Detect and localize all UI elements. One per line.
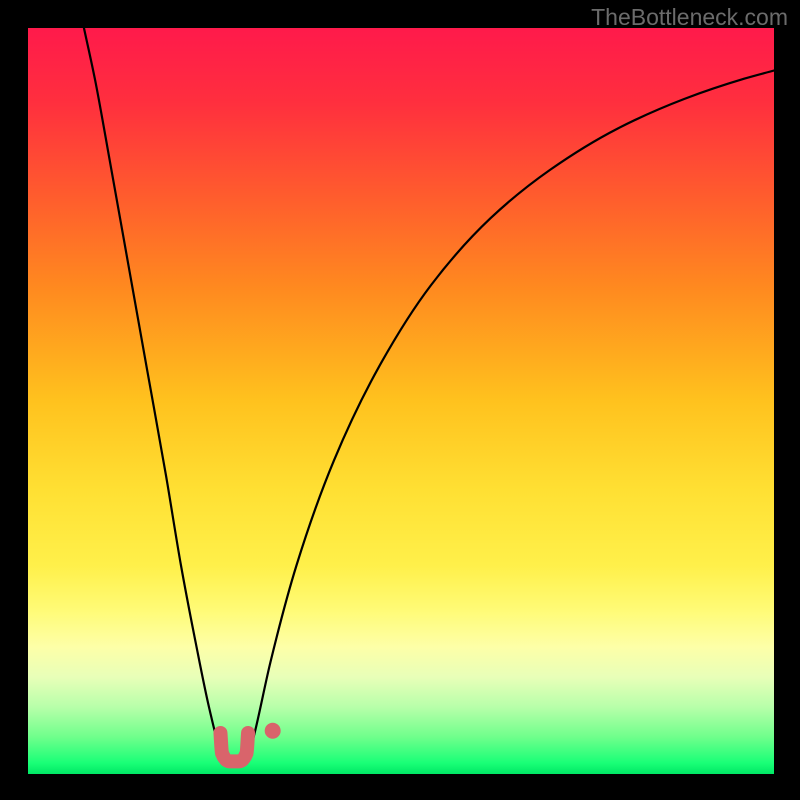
gradient-background <box>28 28 774 774</box>
plot-svg <box>28 28 774 774</box>
plot-frame <box>28 28 774 774</box>
bottom-marker-dot <box>265 723 281 739</box>
watermark-text: TheBottleneck.com <box>591 4 788 31</box>
